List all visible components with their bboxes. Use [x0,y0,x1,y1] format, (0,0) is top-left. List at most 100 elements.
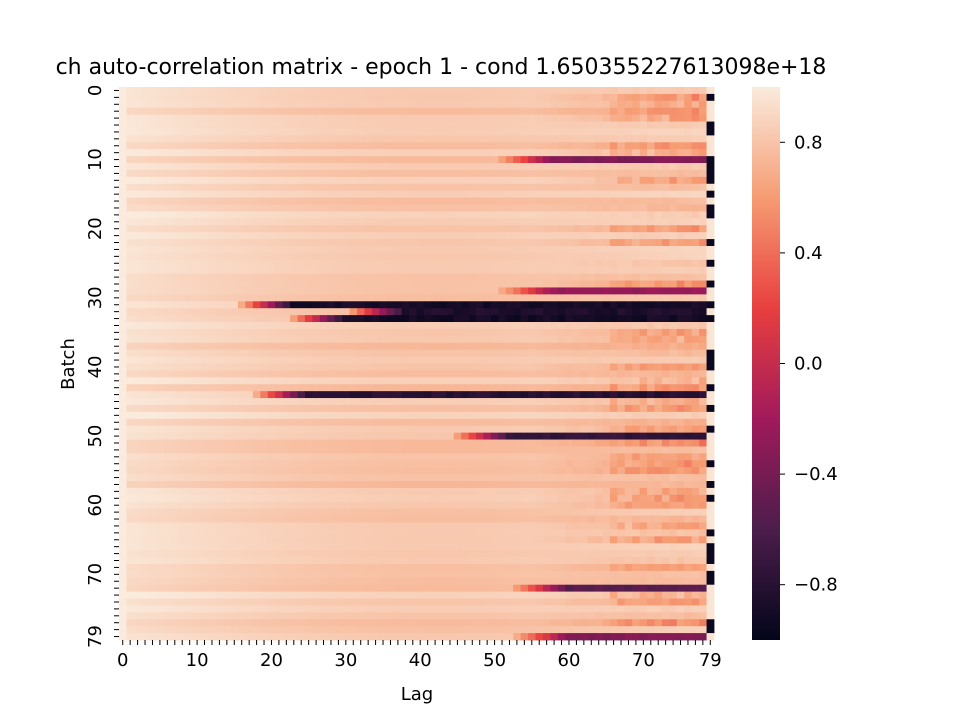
heatmap-cell [654,363,663,371]
heatmap-cell [498,266,507,275]
heatmap-cell [438,432,447,440]
heatmap-cell [557,301,566,309]
heatmap-cell [595,176,603,185]
heatmap-cell [141,363,150,371]
heatmap-cell [223,169,231,178]
heatmap-cell [423,287,432,295]
heatmap-cell [260,87,269,95]
heatmap-cell [632,398,641,406]
heatmap-cell [267,197,276,205]
heatmap-cell [446,377,455,385]
heatmap-cell [148,418,157,427]
heatmap-cell [141,245,150,254]
heatmap-cell [520,280,529,288]
heatmap-cell [334,501,343,510]
heatmap-cell [476,508,484,516]
heatmap-cell [557,432,566,440]
heatmap-cell [416,294,425,302]
heatmap-cell [260,328,269,337]
heatmap-cell [156,280,165,288]
heatmap-cell [126,287,135,295]
heatmap-cell [364,107,373,116]
heatmap-cell [148,377,157,385]
heatmap-cell [572,315,581,323]
heatmap-cell [304,446,313,454]
heatmap-cell [304,481,313,489]
heatmap-cell [230,107,239,116]
heatmap-cell [119,259,127,268]
heatmap-cell [595,232,603,240]
heatmap-cell [505,100,514,109]
heatmap-cell [119,446,127,454]
heatmap-cell [327,460,336,468]
heatmap-cell [386,87,395,95]
heatmap-cell [669,121,678,129]
heatmap-cell [230,218,239,226]
heatmap-cell [684,135,693,143]
heatmap-cell [163,453,172,461]
heatmap-cell [476,328,484,337]
heatmap-cell [461,377,469,385]
heatmap-cell [141,515,150,523]
heatmap-cell [193,404,202,413]
heatmap-cell [483,239,492,247]
heatmap-cell [505,190,514,198]
heatmap-cell [312,308,321,316]
heatmap-cell [141,370,150,378]
heatmap-cell [379,342,388,351]
heatmap-cell [119,508,127,516]
heatmap-cell [580,259,588,268]
heatmap-cell [230,100,239,109]
heatmap-cell [557,197,566,205]
heatmap-cell [342,308,350,316]
heatmap-cell [230,363,239,371]
heatmap-cell [401,280,410,288]
heatmap-cell [699,169,707,178]
heatmap-cell [661,377,670,385]
heatmap-cell [371,190,380,198]
heatmap-cell [223,342,231,351]
heatmap-cell [394,100,403,109]
heatmap-cell [676,287,685,295]
heatmap-cell [520,508,529,516]
heatmap-cell [431,446,440,454]
heatmap-cell [141,135,150,143]
heatmap-cell [334,481,343,489]
heatmap-cell [141,494,150,503]
heatmap-cell [290,508,298,516]
heatmap-cell [572,287,581,295]
heatmap-cell [238,494,246,503]
heatmap-cell [193,149,202,157]
heatmap-cell [409,163,417,171]
heatmap-cell [639,453,648,461]
heatmap-cell [505,280,514,288]
heatmap-cell [498,370,507,378]
heatmap-cell [223,301,231,309]
heatmap-cell [565,363,574,371]
heatmap-cell [401,259,410,268]
heatmap-cell [669,294,678,302]
heatmap-cell [691,342,700,351]
heatmap-cell [676,87,685,95]
heatmap-cell [669,259,678,268]
heatmap-cell [632,467,641,475]
heatmap-cell [639,335,648,344]
heatmap-cell [178,149,187,157]
heatmap-cell [208,404,217,413]
heatmap-cell [654,280,663,288]
heatmap-cell [185,315,194,323]
heatmap-cell [319,183,328,192]
heatmap-cell [252,163,261,171]
heatmap-cell [401,425,410,434]
heatmap-cell [141,107,150,116]
heatmap-cell [580,377,588,385]
heatmap-cell [580,280,588,288]
heatmap-cell [595,294,603,302]
heatmap-cell [267,87,276,95]
heatmap-cell [565,273,574,281]
heatmap-cell [252,87,261,95]
heatmap-cell [528,363,536,371]
heatmap-cell [461,280,469,288]
heatmap-cell [609,287,618,295]
heatmap-cell [394,439,403,447]
